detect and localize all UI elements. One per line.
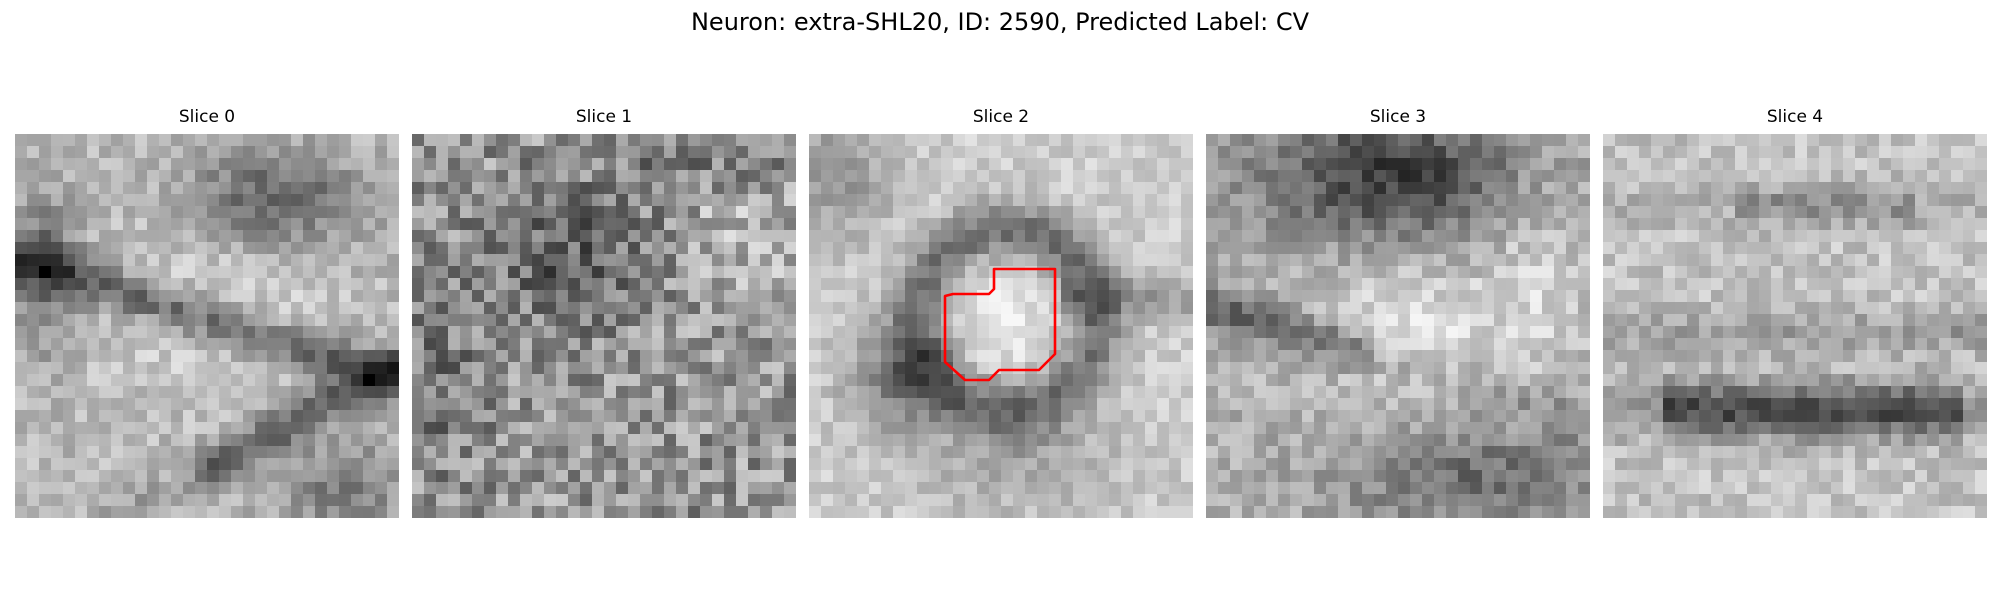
slice-title-4: Slice 4 xyxy=(1766,107,1824,127)
slice-image-0 xyxy=(15,134,399,518)
slice-image-4 xyxy=(1603,134,1987,518)
slice-image-1 xyxy=(412,134,796,518)
slice-title-1: Slice 1 xyxy=(575,107,633,127)
slice-image-3 xyxy=(1206,134,1590,518)
slice-title-2: Slice 2 xyxy=(972,107,1030,127)
slice-title-0: Slice 0 xyxy=(178,107,236,127)
slice-image-2 xyxy=(809,134,1193,518)
figure-title: Neuron: extra-SHL20, ID: 2590, Predicted… xyxy=(690,8,1310,36)
slice-title-3: Slice 3 xyxy=(1369,107,1427,127)
